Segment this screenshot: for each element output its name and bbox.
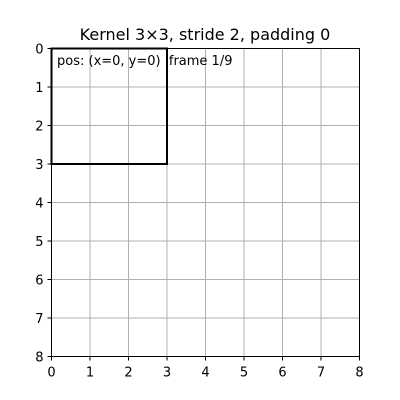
y-tick-label-3: 3: [35, 158, 43, 173]
y-tick-label-0: 0: [35, 43, 43, 58]
position-annotation: pos: (x=0, y=0) frame 1/9: [57, 54, 232, 69]
x-axis-ticks: 0 1 2 3 4 5 6 7 8: [47, 356, 364, 381]
y-tick-label-4: 4: [35, 197, 43, 212]
x-tick-label-3: 3: [163, 366, 171, 381]
x-tick-label-7: 7: [317, 366, 325, 381]
y-tick-label-6: 6: [35, 274, 43, 289]
y-tick-label-1: 1: [35, 81, 43, 96]
x-tick-label-5: 5: [240, 366, 248, 381]
y-tick-label-2: 2: [35, 120, 43, 135]
x-tick-label-2: 2: [124, 366, 132, 381]
x-tick-label-4: 4: [201, 366, 209, 381]
y-tick-label-8: 8: [35, 351, 43, 366]
x-tick-label-8: 8: [355, 366, 363, 381]
chart-title: Kernel 3×3, stride 2, padding 0: [80, 25, 331, 44]
y-tick-label-5: 5: [35, 235, 43, 250]
y-tick-label-7: 7: [35, 312, 43, 327]
plot-area: 0 1 2 3 4 5 6 7 8 0 1 2 3 4 5 6 7 8 pos: (x=0, y=0) fram…: [35, 43, 363, 381]
x-tick-label-0: 0: [47, 366, 55, 381]
y-axis-ticks: 0 1 2 3 4 5 6 7 8: [35, 43, 52, 366]
x-tick-label-6: 6: [278, 366, 286, 381]
x-tick-label-1: 1: [86, 366, 94, 381]
